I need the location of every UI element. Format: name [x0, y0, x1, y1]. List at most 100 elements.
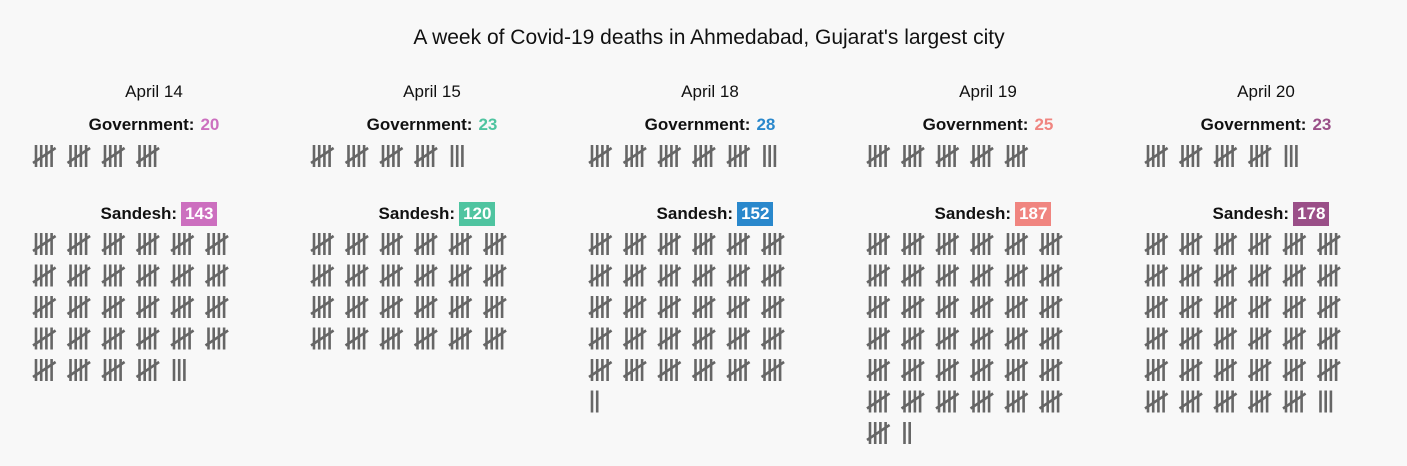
tally-strike	[310, 266, 335, 284]
sandesh-count-badge: 152	[737, 202, 774, 226]
tally-strike	[1213, 360, 1238, 379]
tally-strike	[935, 297, 960, 316]
tally-strike	[66, 297, 91, 316]
tally-strike	[135, 360, 160, 379]
tally-strike	[657, 329, 682, 347]
tally-strike	[657, 297, 682, 316]
tally-strike	[935, 329, 960, 347]
tally-strike	[1178, 266, 1203, 284]
tally-area	[1144, 145, 1341, 413]
tally-strike	[344, 146, 369, 165]
tally-strike	[379, 266, 404, 284]
tally-strike	[101, 360, 126, 379]
tally-area	[310, 145, 507, 350]
tally-strike	[482, 329, 507, 347]
tally-strike	[101, 266, 126, 284]
tally-strike	[657, 146, 682, 165]
government-count: 25	[1034, 115, 1054, 134]
day-column: April 15 Government: 23 Sandesh: 120	[310, 0, 562, 466]
tally-strike	[866, 329, 891, 347]
tally-strike	[413, 329, 438, 347]
tally-strike	[760, 360, 785, 379]
government-count-line: Government: 20	[34, 115, 274, 135]
tally-strike	[622, 297, 647, 316]
tally-strike	[866, 423, 891, 442]
government-count: 23	[478, 115, 498, 134]
tally-strike	[1144, 234, 1169, 253]
tally-strike	[1144, 266, 1169, 284]
tally-strike	[969, 297, 994, 316]
tally-strike	[760, 329, 785, 347]
tally-strike	[726, 297, 751, 316]
tally-strike	[1316, 234, 1341, 253]
tally-strike	[1213, 329, 1238, 347]
day-column: April 18 Government: 28 Sandesh: 152	[588, 0, 840, 466]
tally-strike	[1282, 392, 1307, 410]
tally-strike	[1247, 329, 1272, 347]
tally-strike	[204, 329, 229, 347]
sandesh-count-line: Sandesh: 143	[34, 202, 284, 226]
tally-strike	[1038, 297, 1063, 316]
tally-strike	[657, 360, 682, 379]
tally-strike	[1038, 360, 1063, 379]
tally-strike	[588, 297, 613, 316]
tally-strike	[379, 297, 404, 316]
tally-strike	[1247, 234, 1272, 253]
tally-strike	[1144, 360, 1169, 379]
tally-strike	[66, 266, 91, 284]
day-column: April 14 Government: 20 Sandesh: 143	[32, 0, 284, 466]
tally-strike	[482, 234, 507, 253]
tally-strike	[1144, 392, 1169, 410]
tally-strike	[1178, 297, 1203, 316]
tally-strike	[726, 146, 751, 165]
tally-area	[588, 145, 785, 413]
tally-strike	[760, 234, 785, 253]
tally-strike	[691, 234, 716, 253]
tally-area	[32, 145, 229, 381]
tally-strike	[32, 329, 57, 347]
tally-strike	[135, 329, 160, 347]
tally-strike	[1178, 146, 1203, 165]
sandesh-count-badge: 178	[1293, 202, 1330, 226]
tally-strike	[691, 297, 716, 316]
tally-strike	[726, 360, 751, 379]
tally-strike	[204, 297, 229, 316]
tally-strike	[588, 266, 613, 284]
tally-strike	[1004, 234, 1029, 253]
tally-strike	[726, 234, 751, 253]
tally-strike	[969, 329, 994, 347]
tally-strike	[900, 392, 925, 410]
tally-area	[866, 145, 1063, 444]
tally-strike	[588, 234, 613, 253]
tally-strike	[866, 266, 891, 284]
tally-strike	[310, 146, 335, 165]
tally-strike	[310, 234, 335, 253]
tally-strike	[1282, 360, 1307, 379]
tally-strike	[135, 266, 160, 284]
government-label: Government:	[88, 115, 195, 134]
tally-strike	[66, 146, 91, 165]
tally-strike	[691, 360, 716, 379]
tally-strike	[204, 266, 229, 284]
tally-strike	[1004, 392, 1029, 410]
tally-strike	[1144, 146, 1169, 165]
tally-strike	[1178, 329, 1203, 347]
tally-strike	[1247, 146, 1272, 165]
tally-strike	[1178, 360, 1203, 379]
sandesh-label: Sandesh:	[934, 204, 1012, 223]
tally-strike	[866, 392, 891, 410]
tally-strike	[900, 360, 925, 379]
tally-strike	[1213, 266, 1238, 284]
tally-strike	[101, 146, 126, 165]
government-count: 23	[1312, 115, 1332, 134]
sandesh-label: Sandesh:	[1212, 204, 1290, 223]
sandesh-count-line: Sandesh: 178	[1146, 202, 1396, 226]
tally-strike	[1038, 234, 1063, 253]
tally-strike	[1178, 234, 1203, 253]
sandesh-count-badge: 187	[1015, 202, 1052, 226]
tally-strike	[900, 234, 925, 253]
tally-strike	[1213, 297, 1238, 316]
tally-strike	[900, 266, 925, 284]
government-count: 20	[200, 115, 220, 134]
tally-strike	[1247, 392, 1272, 410]
